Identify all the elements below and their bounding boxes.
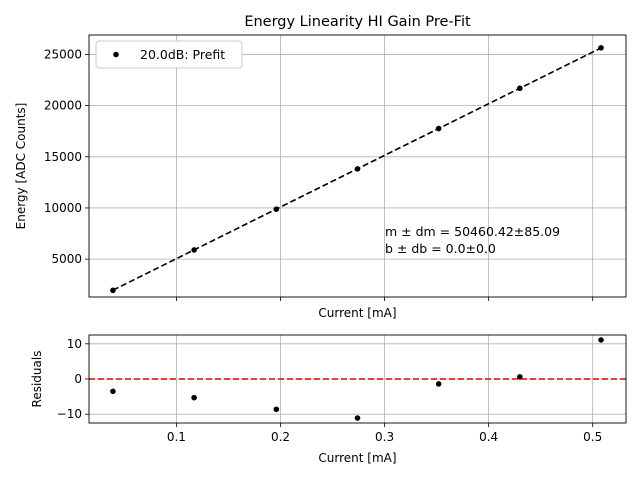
x-axis-label: Current [mA] [318, 451, 396, 465]
y-tick-label: 15000 [44, 150, 82, 164]
residual-point [110, 388, 116, 395]
y-tick-label: 0 [74, 372, 82, 386]
data-point [273, 206, 280, 212]
x-tick-label: 0.5 [583, 430, 602, 444]
y-tick-label: 10000 [44, 201, 82, 215]
y-tick-label: 25000 [44, 47, 82, 61]
x-tick-label: 0.1 [167, 430, 186, 444]
data-point [110, 287, 116, 294]
residual-point [435, 381, 442, 387]
residual-point [598, 337, 604, 343]
x-tick-label: 0.2 [271, 430, 290, 444]
y-axis-label: Residuals [30, 351, 44, 408]
y-tick-label: 10 [67, 337, 82, 351]
legend-marker [113, 51, 119, 58]
x-axis-label: Current [mA] [318, 306, 396, 320]
y-tick-label: −10 [57, 407, 82, 421]
main-axes-frame [88, 34, 627, 298]
x-tick-label: 0.4 [479, 430, 498, 444]
y-axis-label: Energy [ADC Counts] [14, 103, 28, 230]
data-point [517, 85, 523, 92]
residual-point [273, 406, 280, 413]
residual-point [354, 415, 361, 421]
residual-point [191, 394, 197, 401]
data-point [354, 166, 361, 172]
data-point [191, 247, 197, 253]
data-point [598, 44, 604, 51]
fit-annotation-slope: m ± dm = 50460.42±85.09 [385, 224, 560, 239]
fit-annotation-intercept: b ± db = 0.0±0.0 [385, 241, 496, 256]
y-tick-label: 5000 [51, 252, 82, 266]
chart-title: Energy Linearity HI Gain Pre-Fit [244, 14, 471, 30]
legend-box [95, 40, 243, 69]
residual-axes-frame [88, 334, 627, 424]
residual-point [517, 374, 523, 380]
legend-label: 20.0dB: Prefit [140, 47, 225, 62]
x-tick-label: 0.3 [375, 430, 394, 444]
data-point [435, 125, 442, 132]
y-tick-label: 20000 [44, 99, 82, 113]
